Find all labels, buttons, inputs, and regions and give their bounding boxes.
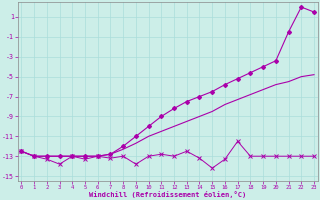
X-axis label: Windchill (Refroidissement éolien,°C): Windchill (Refroidissement éolien,°C) xyxy=(89,191,246,198)
